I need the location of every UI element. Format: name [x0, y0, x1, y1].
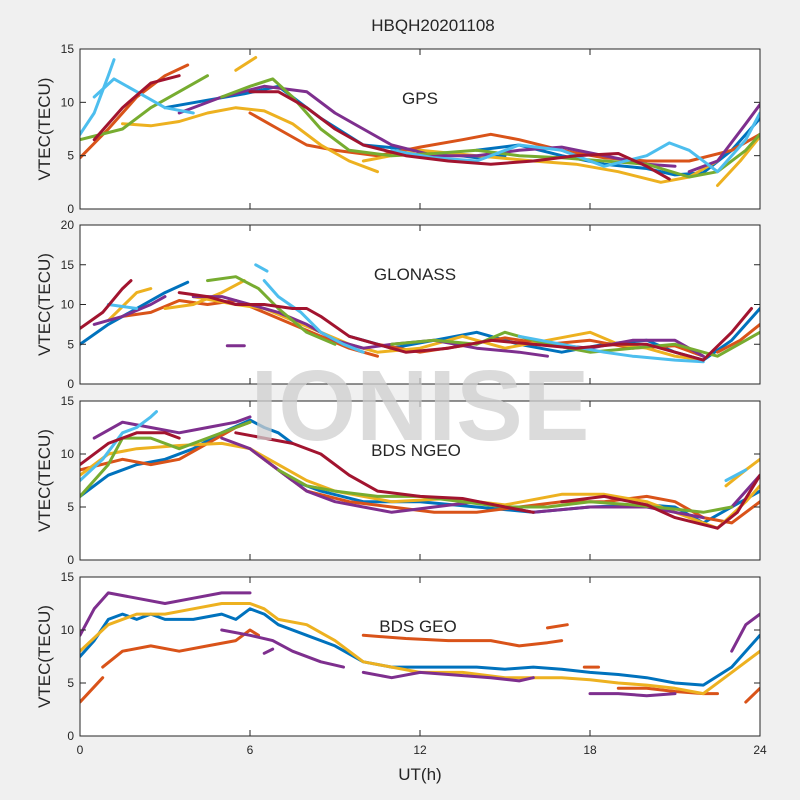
chart-panels: 0 5 10 15 VTEC(TECU) GPS 0 5 10 15 20 VTEC(TECU) GLO… — [35, 42, 767, 757]
series-line — [80, 279, 133, 330]
series-line — [80, 74, 209, 142]
y-tick-label: 10 — [61, 623, 75, 637]
series-line — [716, 322, 760, 354]
y-tick-label: 0 — [67, 377, 74, 391]
series-line — [616, 686, 719, 696]
plot-area — [80, 401, 760, 560]
series-line — [744, 686, 760, 704]
series-line — [262, 279, 365, 354]
series-line — [92, 415, 252, 440]
y-tick-label: 15 — [61, 42, 75, 56]
series-line — [92, 295, 167, 326]
y-tick-label: 5 — [67, 676, 74, 690]
series-line — [254, 263, 269, 273]
series-line — [390, 111, 760, 174]
series-group — [80, 410, 760, 530]
y-tick-label: 5 — [67, 337, 74, 351]
y-tick-label: 0 — [67, 202, 74, 216]
series-line — [177, 291, 753, 362]
y-tick-label: 0 — [67, 553, 74, 567]
plot-area — [80, 577, 760, 736]
series-line — [687, 103, 760, 174]
y-axis-label: VTEC(TECU) — [35, 78, 54, 181]
series-line — [588, 692, 677, 698]
figure-title: HBQH20201108 — [371, 16, 495, 35]
series-line — [390, 330, 760, 358]
series-line — [121, 106, 379, 174]
series-line — [106, 303, 139, 310]
y-tick-label: 15 — [61, 570, 75, 584]
series-line — [248, 111, 760, 163]
x-tick-label: 12 — [413, 743, 427, 757]
y-axis-label: VTEC(TECU) — [35, 429, 54, 532]
y-tick-label: 10 — [61, 95, 75, 109]
series-line — [546, 623, 569, 630]
series-line — [361, 670, 535, 683]
series-line — [80, 441, 760, 530]
x-tick-label: 24 — [753, 743, 767, 757]
panel-label: GPS — [402, 89, 438, 108]
series-line — [206, 275, 337, 346]
series-line — [716, 135, 760, 187]
panel-label: BDS GEO — [379, 617, 456, 636]
y-tick-label: 5 — [67, 149, 74, 163]
y-tick-label: 0 — [67, 729, 74, 743]
plot-area — [80, 49, 760, 209]
watermark: IONISE — [251, 350, 590, 462]
series-line — [220, 628, 345, 669]
series-line — [80, 410, 158, 482]
series-line — [248, 90, 671, 181]
series-line — [517, 334, 705, 364]
y-tick-label: 15 — [61, 258, 75, 272]
x-tick-label: 18 — [583, 743, 597, 757]
series-line — [220, 77, 760, 179]
panel-1: 0 5 10 15 VTEC(TECU) GPS — [35, 42, 761, 216]
series-group — [80, 263, 760, 364]
y-axis-label: VTEC(TECU) — [35, 605, 54, 708]
series-line — [730, 612, 760, 653]
series-line — [80, 602, 760, 696]
series-line — [92, 74, 181, 142]
panel-2: 0 5 10 15 20 VTEC(TECU) GLONASS — [35, 218, 761, 391]
y-tick-label: 20 — [61, 218, 75, 232]
series-line — [80, 591, 252, 637]
y-tick-label: 10 — [61, 447, 75, 461]
series-line — [80, 676, 105, 704]
series-line — [80, 418, 294, 498]
panel-label: BDS NGEO — [371, 441, 461, 460]
y-tick-label: 5 — [67, 500, 74, 514]
y-axis-label: VTEC(TECU) — [35, 253, 54, 356]
series-line — [234, 56, 258, 72]
series-group — [80, 56, 760, 187]
series-line — [361, 633, 564, 648]
x-tick-label: 6 — [247, 743, 254, 757]
series-line — [80, 420, 252, 498]
series-group — [80, 591, 760, 704]
series-line — [80, 58, 116, 136]
panel-4: 0 5 10 15 VTEC(TECU) BDS GEO — [35, 570, 761, 743]
series-line — [92, 77, 195, 115]
x-axis-label: UT(h) — [398, 765, 441, 784]
x-tick-label: 0 — [77, 743, 84, 757]
series-line — [262, 647, 275, 655]
series-line — [106, 287, 153, 322]
series-line — [724, 468, 748, 482]
series-line — [560, 473, 760, 530]
y-tick-label: 10 — [61, 298, 75, 312]
series-line — [80, 431, 181, 467]
panel-3: 0 5 10 15 VTEC(TECU) BDS NGEO — [35, 394, 761, 567]
series-line — [234, 431, 535, 514]
y-tick-label: 15 — [61, 394, 75, 408]
panel-label: GLONASS — [374, 265, 456, 284]
series-line — [101, 628, 260, 669]
